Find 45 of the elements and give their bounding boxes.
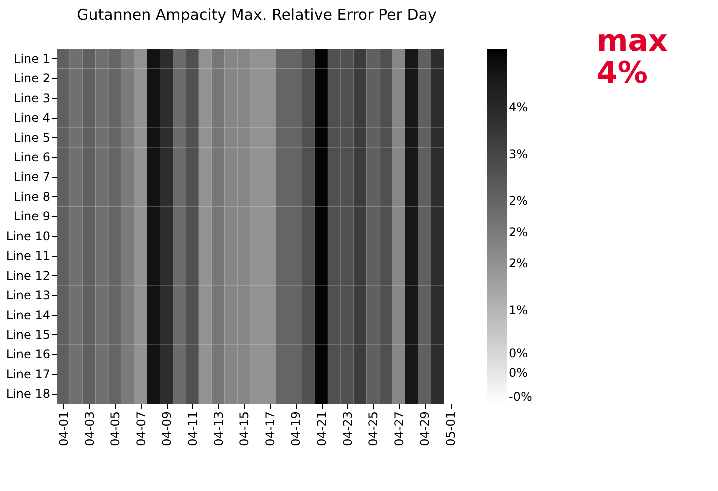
y-tick-label: Line 12 xyxy=(6,268,50,283)
y-tick-label: Line 3 xyxy=(14,91,50,106)
x-tick-label: 04-29 xyxy=(418,412,432,446)
color-bar-label: 1% xyxy=(509,303,528,318)
x-tick-label: 04-27 xyxy=(392,412,406,446)
color-bar-label: 4% xyxy=(509,100,528,115)
color-bar-label: 3% xyxy=(509,147,528,162)
x-tick-label: 04-23 xyxy=(340,412,355,446)
x-tick-label: 04-07 xyxy=(134,412,148,446)
y-tick-label: Line 2 xyxy=(14,72,50,86)
x-tick-label: 04-17 xyxy=(263,412,278,446)
x-tick-label: 04-01 xyxy=(56,412,71,446)
x-tick-label: 04-25 xyxy=(366,412,381,446)
y-tick-label: Line 6 xyxy=(14,150,50,164)
x-tick-label: 04-21 xyxy=(315,412,330,446)
x-tick-label: 04-19 xyxy=(289,412,304,446)
y-tick-label: Line 8 xyxy=(14,190,50,204)
x-tick-label: 04-09 xyxy=(160,412,174,446)
color-bar-label: 2% xyxy=(509,194,528,208)
x-tick-label: 04-05 xyxy=(108,412,123,446)
color-bar-label: 2% xyxy=(509,225,528,240)
y-tick-label: Line 10 xyxy=(6,229,50,244)
y-tick-label: Line 5 xyxy=(14,130,50,145)
y-tick-label: Line 13 xyxy=(6,288,50,303)
x-tick-label: 04-03 xyxy=(82,412,97,446)
y-tick-label: Line 17 xyxy=(6,367,50,382)
y-tick-label: Line 1 xyxy=(14,52,50,66)
color-bar-label: 0% xyxy=(509,346,528,360)
y-tick-label: Line 15 xyxy=(6,328,50,342)
y-tick-label: Line 4 xyxy=(14,111,50,126)
chart-title: Gutannen Ampacity Max. Relative Error Per Day xyxy=(77,6,437,24)
text: max 4% xyxy=(597,24,668,91)
color-bar-label: 2% xyxy=(509,256,528,271)
y-tick-label: Line 11 xyxy=(6,249,50,264)
y-tick-label: Line 9 xyxy=(14,210,50,224)
color-bar-label: -0% xyxy=(509,390,532,404)
x-tick-label: 04-11 xyxy=(186,412,200,446)
x-tick-label: 05-01 xyxy=(444,412,458,446)
y-tick-label: Line 14 xyxy=(6,308,50,322)
y-tick-label: Line 16 xyxy=(6,348,50,362)
color-bar-label: 0% xyxy=(509,366,528,380)
x-tick-label: 04-13 xyxy=(212,412,226,446)
y-tick-label: Line 18 xyxy=(6,387,50,402)
x-tick-label: 04-15 xyxy=(238,412,252,446)
y-tick-label: Line 7 xyxy=(14,170,50,184)
